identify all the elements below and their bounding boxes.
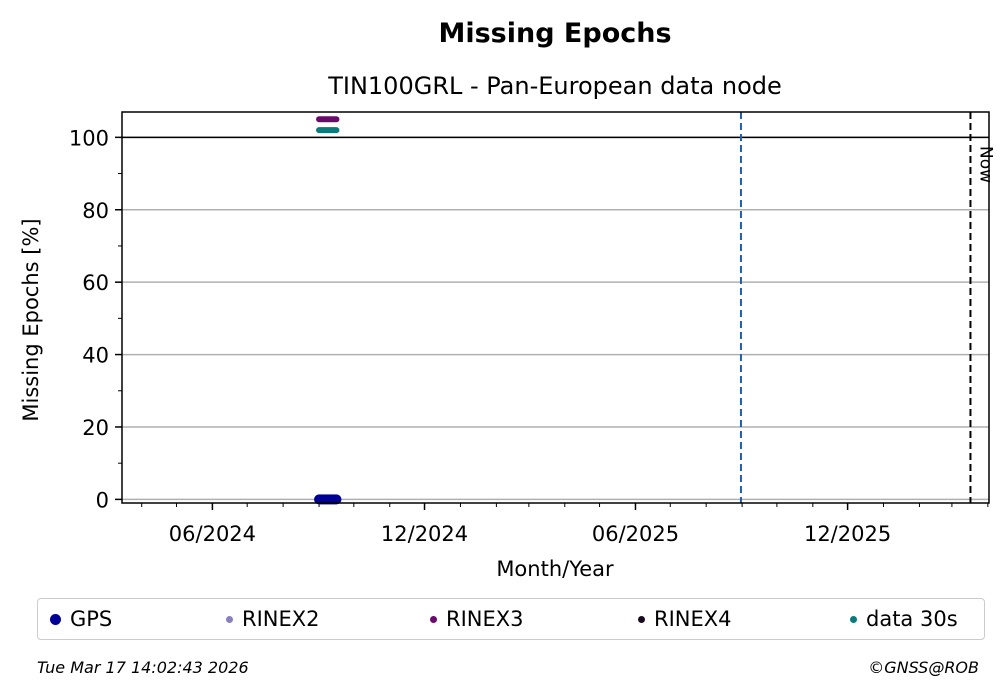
footer-timestamp: Tue Mar 17 14:02:43 2026 [37,658,249,677]
legend-item-rinex4: RINEX4 [638,599,732,639]
legend-label: RINEX2 [242,607,320,631]
y-tick-label: 100 [69,126,109,150]
y-tick-label: 60 [82,271,109,295]
legend-marker [50,613,61,625]
x-tick-label: 12/2024 [381,522,468,546]
legend-label: GPS [70,607,113,631]
data-points [314,116,342,505]
x-tick-label: 06/2025 [592,522,679,546]
axes: 0 20 40 60 80 100 06/2024 12/2024 06/2025 12/2025 [69,126,989,546]
legend-marker [850,615,857,623]
legend-item-rinex3: RINEX3 [430,599,524,639]
footer-copyright: ©GNSS@ROB [868,658,979,677]
missing-epochs-chart: Missing Epochs TIN100GRL - Pan-European … [19,18,995,581]
x-tick-label: 12/2025 [804,522,891,546]
x-axis-label: Month/Year [496,557,614,581]
legend-label: RINEX3 [446,607,524,631]
now-label: Now [975,146,995,183]
y-tick-label: 0 [96,488,109,512]
legend-item-gps: GPS [50,599,112,639]
y-tick-label: 40 [82,344,109,368]
legend-label: data 30s [866,607,958,631]
grid-lines [122,136,989,501]
y-axis-label: Missing Epochs [%] [19,218,43,421]
chart-subtitle: TIN100GRL - Pan-European data node [327,72,782,100]
data-point-gps [331,494,342,505]
chart-title: Missing Epochs [438,18,671,49]
legend-marker [226,615,233,623]
legend: GPS RINEX2 RINEX3 RINEX4 data 30s [37,598,985,640]
data-point-data-30s [333,127,340,134]
reference-lines: Now [122,112,995,503]
legend-item-data-30s: data 30s [850,599,958,639]
y-tick-label: 80 [82,199,109,223]
legend-marker [638,615,645,623]
legend-label: RINEX4 [654,607,732,631]
data-point-rinex3 [333,116,340,123]
y-tick-label: 20 [82,416,109,440]
legend-marker [430,615,437,623]
legend-item-rinex2: RINEX2 [226,599,320,639]
x-tick-label: 06/2024 [169,522,256,546]
plot-frame [121,111,990,504]
